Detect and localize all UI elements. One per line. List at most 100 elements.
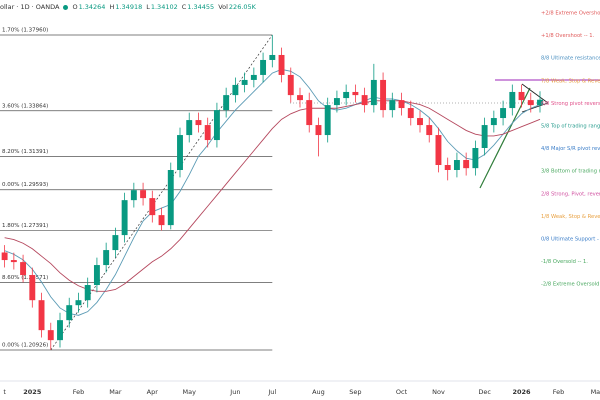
header-item: H1.34918 [109, 3, 142, 11]
candle-body [361, 95, 368, 106]
murrey-label: 3/8 Bottom of trading range [541, 169, 600, 175]
header: ollar · 1D · OANDA O1.34264 H1.34918 L1.34… [0, 3, 256, 11]
candle-body [66, 305, 73, 321]
candle-body [315, 125, 322, 136]
murrey-label: 6/8 Strong pivot reverse [541, 101, 600, 107]
candle-body [20, 262, 27, 276]
candle-body [241, 79, 248, 85]
candle-body [435, 135, 442, 166]
murrey-label: +1/8 Overshoot -- 1. [541, 33, 595, 39]
murrey-label: 4/8 Major S/R pivot revers [541, 146, 600, 152]
fib-label: 8.60% (1.24571) [2, 275, 48, 281]
x-tick-label: Feb [73, 388, 85, 396]
x-tick-label: Sep [349, 388, 361, 396]
header-key: H [109, 3, 115, 11]
x-tick-label: Jun [229, 388, 240, 396]
murrey-label: 8/8 Ultimate resistance - [541, 56, 600, 62]
header-item: L1.34102 [146, 3, 178, 11]
triangle-line [521, 83, 549, 104]
x-tick-label: Mar [109, 388, 122, 396]
candle-body [204, 125, 211, 141]
x-tick-label: Feb [553, 388, 565, 396]
murrey-label: 5/8 Top of trading range [541, 124, 600, 130]
murrey-label: -2/8 Extreme Oversold - [541, 282, 600, 288]
header-value: 1.34264 [78, 3, 106, 11]
candle-body [509, 91, 516, 109]
candle-body [140, 190, 147, 199]
candle-body [518, 91, 525, 101]
header-key: O [72, 3, 78, 11]
candle-body [333, 98, 340, 106]
header-item: Vol226.05K [218, 3, 256, 11]
murrey-label: -1/8 Oversold -- 1. [541, 259, 588, 265]
x-tick-label: 2026 [512, 388, 531, 396]
candle-body [398, 100, 405, 109]
candle-body [103, 250, 110, 266]
header-value: 226.05K [228, 3, 256, 11]
header-item: O1.34264 [72, 3, 105, 11]
candle-body [195, 120, 202, 126]
fib-label: 0.00% (1.20926) [2, 343, 48, 349]
candle-body [306, 100, 313, 126]
fib-label: 1.80% (1.27391) [2, 223, 48, 229]
candle-body [177, 135, 183, 171]
candle-body [481, 125, 488, 148]
x-tick-label: Dec [478, 388, 491, 396]
candle-body [250, 74, 257, 80]
candle-body [223, 95, 230, 111]
candle-body [537, 99, 543, 106]
candle-body [500, 108, 507, 119]
x-tick-label: Jul [267, 388, 276, 396]
murrey-label: +2/8 Extreme Overshoot [541, 11, 600, 17]
candle-body [130, 190, 137, 201]
candle-body [1, 252, 8, 261]
candle-body [297, 95, 303, 101]
candle-body [426, 125, 433, 136]
header-value: 1.34918 [115, 3, 143, 11]
candle-body [167, 170, 174, 226]
candle-body [93, 265, 100, 286]
candle-body [444, 165, 451, 171]
x-tick-label: Oct [396, 388, 408, 396]
x-tick-label: May [183, 388, 197, 396]
candle-body [213, 110, 220, 141]
candle-body [75, 300, 82, 306]
header-value: 1.34102 [150, 3, 178, 11]
candle-body [352, 91, 359, 96]
candle-body [380, 79, 387, 111]
header-key: C [181, 3, 187, 11]
candle-body [287, 74, 294, 96]
candle-body [149, 198, 156, 216]
moving-average [4, 68, 541, 316]
murrey-label: 2/8 Strong, Pivot, reverse [541, 191, 600, 197]
candle-body [10, 260, 17, 263]
x-tick-label: t [3, 388, 6, 396]
x-tick-label: Aug [312, 388, 325, 396]
header-key: Vol [218, 3, 228, 11]
candle-body [121, 200, 128, 236]
candle-body [453, 160, 460, 171]
candle-body [57, 320, 63, 341]
candle-body [463, 160, 470, 169]
candle-body [260, 59, 267, 75]
murrey-label: 7/8 Weak, Stop & Reverse [541, 78, 600, 84]
header-value: 1.34455 [187, 3, 215, 11]
candle-body [269, 54, 276, 60]
candle-body [407, 108, 414, 119]
fib-label: 3.60% (1.33864) [2, 103, 48, 109]
fib-label: 0.00% (1.29593) [2, 182, 48, 188]
fib-label: 8.20% (1.31391) [2, 149, 48, 155]
header-key: L [146, 3, 150, 11]
header-item: C1.34455 [182, 3, 214, 11]
candle-body [84, 285, 91, 301]
fib-label: 1.70% (1.37960) [2, 28, 48, 34]
candle-body [343, 91, 350, 99]
candle-body [370, 79, 377, 106]
candle-body [232, 84, 239, 96]
fib-trend [50, 34, 273, 351]
murrey-label: 1/8 Weak, Stop & Reverse [541, 214, 600, 220]
candle-body [47, 330, 54, 341]
moving-average [4, 100, 541, 292]
